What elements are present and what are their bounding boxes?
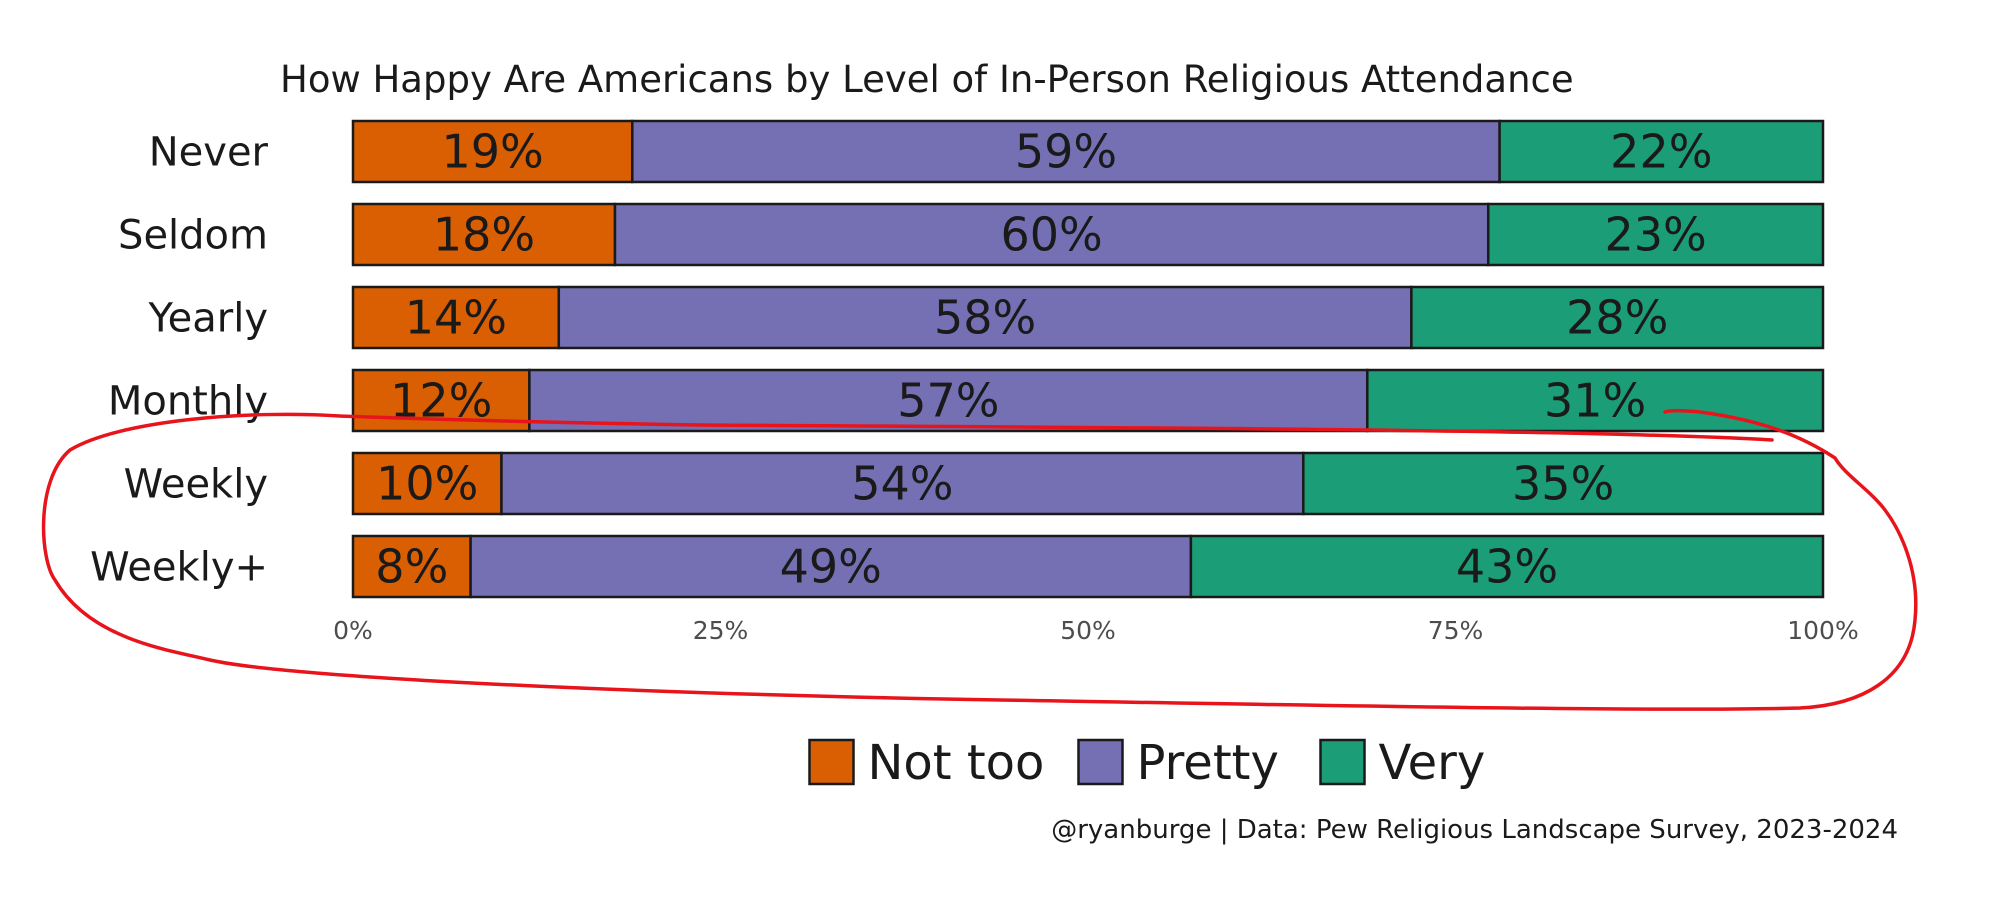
category-labels: Never Seldom Yearly Monthly Weekly Weekly+ (90, 130, 268, 591)
bar-weekly-very (1189, 534, 1825, 599)
bar-weekly-not-too (351, 534, 472, 599)
data-label-seldom-not-too: 18% (433, 208, 535, 262)
data-label-weekly-pretty: 54% (851, 457, 953, 511)
bar-weekly-pretty (469, 534, 1193, 599)
category-label-never: Never (149, 130, 269, 176)
x-axis-ticks: 0% 25% 50% 75% 100% (333, 616, 1859, 645)
bar-weekly-not-too (351, 451, 503, 516)
bar-weekly-pretty (500, 451, 1305, 516)
legend-label-not-too: Not too (868, 735, 1045, 791)
data-label-seldom-pretty: 60% (1000, 208, 1102, 262)
category-label-seldom: Seldom (118, 213, 268, 259)
bar-never-very (1498, 119, 1825, 184)
legend-swatch-pretty (1077, 738, 1124, 786)
legend-label-pretty: Pretty (1137, 735, 1279, 791)
data-label-seldom-very: 23% (1604, 208, 1706, 262)
legend-label-very: Very (1379, 735, 1486, 791)
red-freehand-circle-annotation (41, 408, 1918, 711)
bar-never-pretty (631, 119, 1501, 184)
data-label-weekly-not-too: 10% (376, 457, 478, 511)
data-label-weekly-not-too: 8% (375, 540, 448, 594)
data-label-never-not-too: 19% (442, 125, 544, 179)
category-label-weekly: Weekly+ (90, 545, 268, 591)
data-label-never-very: 22% (1610, 125, 1712, 179)
source-caption: @ryanburge | Data: Pew Religious Landsca… (1051, 815, 1898, 845)
bar-yearly-pretty (557, 285, 1413, 350)
data-label-monthly-very: 31% (1544, 374, 1646, 428)
x-tick-label: 75% (1428, 616, 1484, 645)
legend-swatch-not-too (808, 738, 855, 786)
bar-seldom-pretty (613, 202, 1490, 267)
legend-swatch-very (1319, 738, 1366, 786)
bar-never-not-too (351, 119, 634, 184)
data-label-weekly-very: 43% (1456, 540, 1558, 594)
chart-title: How Happy Are Americans by Level of In-P… (280, 58, 1574, 101)
bar-weekly-very (1302, 451, 1825, 516)
legend: Not too Pretty Very (808, 735, 1486, 791)
category-label-weekly: Weekly (124, 462, 268, 508)
bar-yearly-very (1410, 285, 1825, 350)
bar-monthly-pretty (528, 368, 1369, 433)
data-label-yearly-pretty: 58% (934, 291, 1036, 345)
bars-group: 19% 59% 22%18% 60% 23%14% 58% 28%12% 57% 31%10% 5… (351, 119, 1825, 599)
data-label-never-pretty: 59% (1015, 125, 1117, 179)
x-tick-label: 50% (1060, 616, 1116, 645)
x-tick-label: 25% (693, 616, 749, 645)
data-label-yearly-not-too: 14% (405, 291, 507, 345)
category-label-yearly: Yearly (148, 296, 268, 342)
data-label-weekly-pretty: 49% (780, 540, 882, 594)
category-label-monthly: Monthly (108, 379, 268, 425)
x-tick-label: 100% (1787, 616, 1858, 645)
data-label-yearly-very: 28% (1566, 291, 1668, 345)
bar-seldom-very (1486, 202, 1825, 267)
data-label-weekly-very: 35% (1512, 457, 1614, 511)
bar-yearly-not-too (351, 285, 561, 350)
data-label-monthly-pretty: 57% (897, 374, 999, 428)
x-tick-label: 0% (333, 616, 373, 645)
